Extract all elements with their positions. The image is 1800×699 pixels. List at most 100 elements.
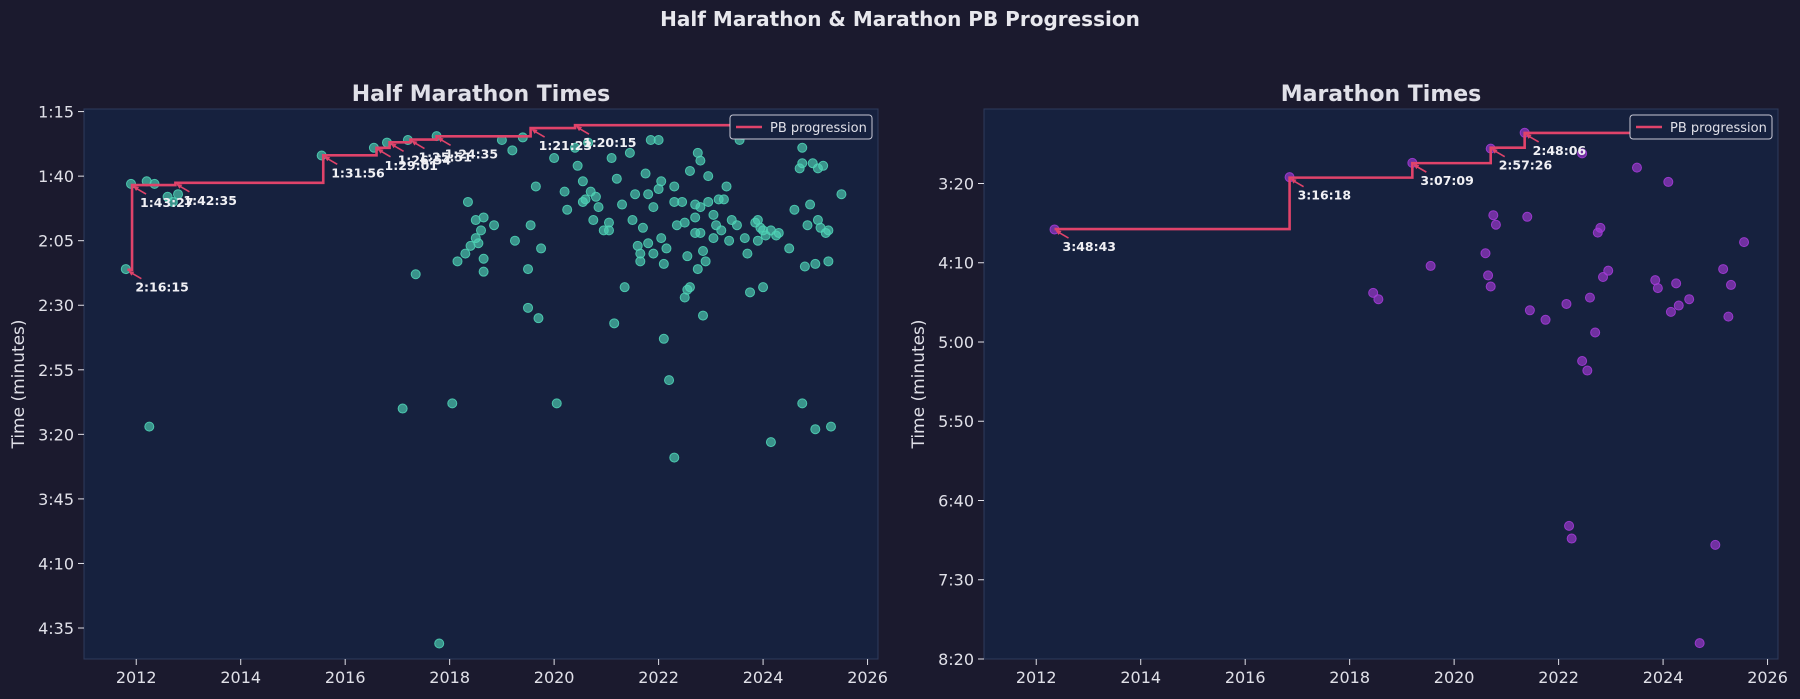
marathon-x-tick-label: 2022	[1538, 668, 1579, 687]
half-data-point	[690, 212, 701, 223]
half-pb-label: 1:31:56	[331, 165, 385, 180]
half-data-point	[525, 220, 536, 231]
half-pb-label: 1:25:51	[418, 150, 472, 165]
marathon-data-point	[1595, 222, 1606, 233]
half-data-point	[721, 181, 732, 192]
half-data-point	[684, 165, 695, 176]
half-data-point	[669, 452, 680, 463]
marathon-data-point	[1577, 356, 1588, 367]
half-data-point	[577, 176, 588, 187]
half-data-point	[758, 282, 769, 293]
marathon-data-point	[1665, 306, 1676, 317]
marathon-panel: Marathon Times Time (minutes) 2012 2014 2016…	[909, 82, 1788, 687]
half-data-point	[572, 160, 583, 171]
half-data-point	[823, 256, 834, 267]
half-pb-arrowhead	[128, 270, 135, 276]
half-data-point	[434, 638, 445, 649]
half-data-point	[648, 202, 659, 213]
marathon-data-point	[1483, 270, 1494, 281]
half-data-point	[677, 196, 688, 207]
half-pb-arrowhead	[377, 148, 384, 154]
marathon-data-point	[1564, 520, 1575, 531]
half-data-point	[797, 142, 808, 153]
marathon-data-point	[1631, 162, 1642, 173]
half-data-point	[805, 199, 816, 210]
marathon-data-point	[1561, 298, 1572, 309]
half-y-axis-label: Time (minutes)	[9, 319, 29, 449]
half-legend: PB progression	[729, 114, 873, 140]
half-x-tick-label: 2012	[116, 668, 157, 687]
half-data-point	[703, 196, 714, 207]
half-data-point	[695, 227, 706, 238]
half-data-point	[606, 153, 617, 164]
half-data-point	[590, 191, 601, 202]
half-x-tick-label: 2026	[847, 668, 888, 687]
half-data-point	[173, 189, 184, 200]
marathon-pb-label: 3:48:43	[1063, 239, 1117, 254]
half-data-point	[718, 194, 729, 205]
half-data-point	[523, 302, 534, 313]
marathon-pb-arrowhead	[1525, 133, 1532, 139]
half-y-tick-label: 2:05	[38, 232, 74, 251]
half-pb-line	[127, 123, 847, 272]
marathon-data-point	[1485, 281, 1496, 292]
half-pb-label: 1:24:35	[445, 146, 499, 161]
marathon-data-point	[1723, 311, 1734, 322]
half-pb-label: 1:43:27	[140, 195, 194, 210]
half-data-point	[637, 222, 648, 233]
marathon-data-point	[1718, 264, 1729, 275]
half-data-point	[447, 398, 458, 409]
marathon-data-point	[1673, 300, 1684, 311]
half-data-point	[167, 196, 178, 207]
half-plot-area	[83, 108, 879, 660]
half-data-point	[802, 220, 813, 231]
marathon-legend-box	[1629, 114, 1773, 140]
half-data-point	[603, 225, 614, 236]
half-pb-arrowhead	[324, 156, 331, 162]
half-data-point	[551, 398, 562, 409]
half-pb-label: 1:26:54	[398, 152, 452, 167]
half-panel: Half Marathon Times Time (minutes) 2012 201…	[9, 82, 888, 687]
marathon-data-point	[1577, 148, 1588, 159]
half-data-point	[724, 235, 735, 246]
half-data-point	[507, 145, 518, 156]
marathon-data-point	[1566, 533, 1577, 544]
half-data-point	[825, 421, 836, 432]
half-data-point	[661, 243, 672, 254]
half-data-point	[656, 176, 667, 187]
half-data-point	[536, 243, 547, 254]
half-data-point	[609, 318, 620, 329]
half-y-tick-label: 2:30	[38, 296, 74, 315]
half-data-point	[695, 202, 706, 213]
half-pb-label: 1:21:23	[539, 138, 593, 153]
half-data-point	[703, 171, 714, 182]
half-x-tick-label: 2014	[220, 668, 261, 687]
marathon-pb-label: 2:57:26	[1499, 158, 1553, 173]
half-data-point	[397, 403, 408, 414]
marathon-pb-label: 2:48:06	[1533, 143, 1587, 158]
half-data-point	[462, 196, 473, 207]
half-y-tick-label: 1:40	[38, 167, 74, 186]
half-data-point	[627, 215, 638, 226]
half-data-point	[698, 310, 709, 321]
marathon-data-point	[1694, 638, 1705, 649]
half-pb-arrowhead	[437, 137, 444, 143]
marathon-legend: PB progression	[1629, 114, 1773, 140]
half-data-point	[836, 189, 847, 200]
half-data-point	[643, 238, 654, 249]
half-data-point	[799, 261, 810, 272]
marathon-x-tick-label: 2012	[1016, 668, 1057, 687]
marathon-x-tick-label: 2024	[1643, 668, 1684, 687]
half-data-point	[570, 142, 581, 153]
half-data-point	[624, 147, 635, 158]
half-data-point	[478, 266, 489, 277]
half-pb-arrowhead	[411, 140, 418, 146]
half-pb-arrowhead	[531, 129, 538, 135]
half-data-point	[742, 248, 753, 259]
half-data-point	[549, 153, 560, 164]
half-data-point	[684, 282, 695, 293]
figure-title: Half Marathon & Marathon PB Progression	[660, 7, 1140, 31]
marathon-data-point	[1663, 176, 1674, 187]
marathon-pb-arrowhead	[1290, 178, 1297, 184]
half-data-point	[523, 264, 534, 275]
